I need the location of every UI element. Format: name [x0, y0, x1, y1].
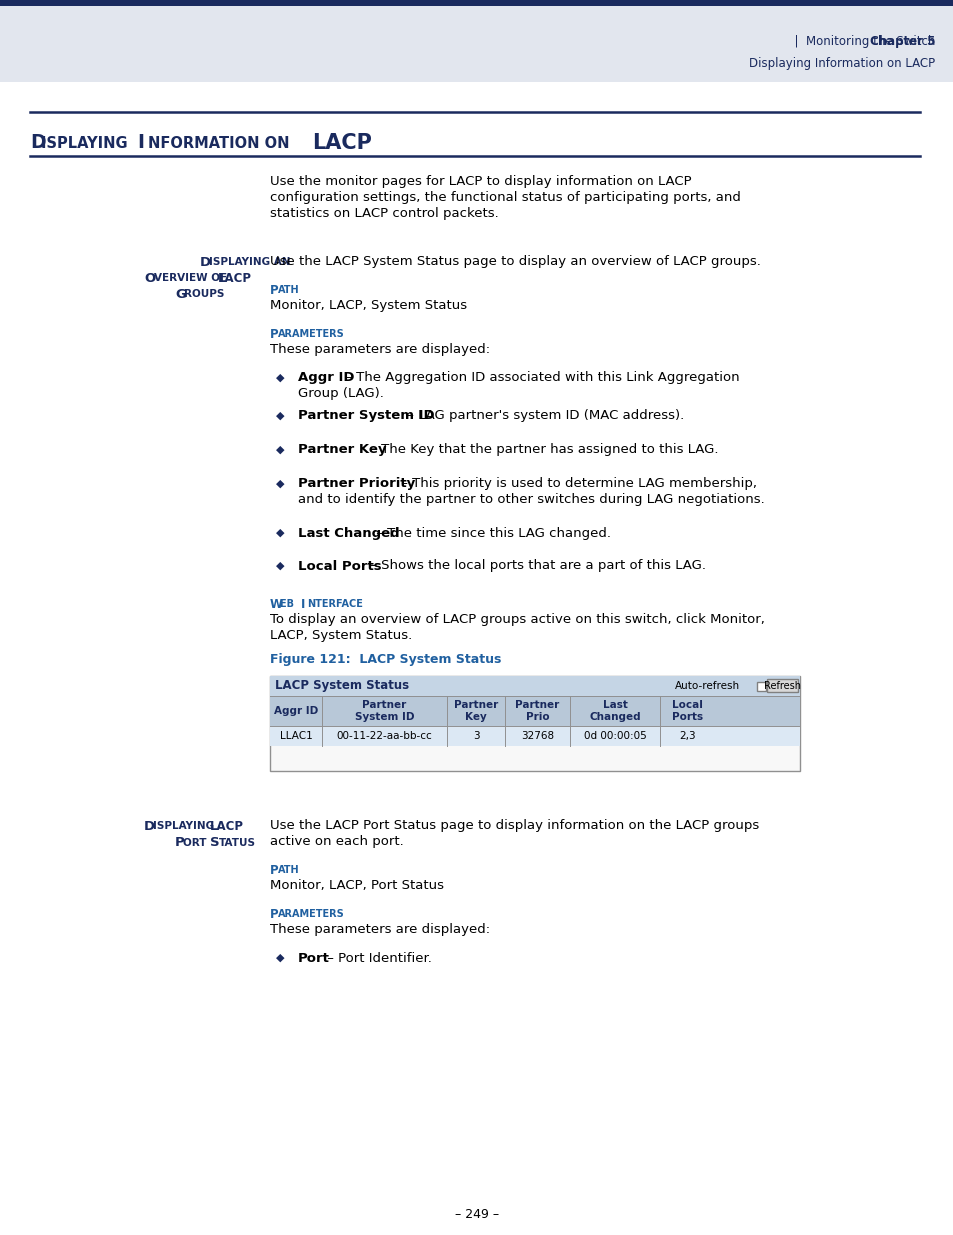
Text: Monitor, LACP, Port Status: Monitor, LACP, Port Status — [270, 879, 443, 893]
Bar — [270, 676, 800, 697]
Text: 0d 00:00:05: 0d 00:00:05 — [583, 731, 646, 741]
Text: ◆: ◆ — [275, 411, 284, 421]
FancyBboxPatch shape — [767, 679, 798, 693]
Text: – Shows the local ports that are a part of this LAG.: – Shows the local ports that are a part … — [366, 559, 705, 573]
Text: LACP System Status: LACP System Status — [274, 679, 409, 693]
Text: ISPLAYING AN: ISPLAYING AN — [209, 257, 291, 267]
Text: ROUPS: ROUPS — [184, 289, 224, 299]
Text: ◆: ◆ — [275, 561, 284, 571]
Text: ATH: ATH — [277, 285, 299, 295]
Text: – 249 –: – 249 – — [455, 1209, 498, 1221]
Text: ◆: ◆ — [275, 953, 284, 963]
Text: LLAC1: LLAC1 — [279, 731, 312, 741]
Text: TATUS: TATUS — [219, 839, 255, 848]
Text: |  Monitoring the Switch: | Monitoring the Switch — [726, 36, 934, 48]
Text: configuration settings, the functional status of participating ports, and: configuration settings, the functional s… — [270, 191, 740, 205]
Text: NFORMATION ON: NFORMATION ON — [148, 136, 294, 151]
Text: Aggr ID: Aggr ID — [297, 372, 355, 384]
Text: Partner
Key: Partner Key — [454, 700, 497, 721]
Text: 3: 3 — [472, 731, 478, 741]
Text: O: O — [144, 272, 155, 284]
Text: 32768: 32768 — [520, 731, 554, 741]
Text: – LAG partner's system ID (MAC address).: – LAG partner's system ID (MAC address). — [403, 410, 684, 422]
Text: Aggr ID: Aggr ID — [274, 706, 317, 716]
Bar — [270, 697, 800, 726]
Text: D: D — [30, 133, 46, 152]
Text: LACP: LACP — [210, 820, 244, 832]
Text: – The time since this LAG changed.: – The time since this LAG changed. — [372, 526, 611, 540]
Bar — [270, 726, 800, 746]
Text: ARAMETERS: ARAMETERS — [277, 329, 344, 338]
Text: LACP: LACP — [312, 133, 372, 153]
Text: Refresh: Refresh — [763, 680, 801, 692]
Text: LACP: LACP — [218, 272, 252, 284]
Text: – This priority is used to determine LAG membership,: – This priority is used to determine LAG… — [396, 478, 757, 490]
Text: – Port Identifier.: – Port Identifier. — [322, 951, 431, 965]
Text: Chapter 5: Chapter 5 — [869, 36, 934, 48]
Text: LACP, System Status.: LACP, System Status. — [270, 630, 412, 642]
Text: Last
Changed: Last Changed — [589, 700, 640, 721]
Text: I: I — [301, 598, 305, 610]
Bar — [0, 0, 953, 6]
Text: Figure 121:  LACP System Status: Figure 121: LACP System Status — [270, 653, 501, 667]
Text: active on each port.: active on each port. — [270, 836, 403, 848]
Text: To display an overview of LACP groups active on this switch, click Monitor,: To display an overview of LACP groups ac… — [270, 614, 764, 626]
Text: and to identify the partner to other switches during LAG negotiations.: and to identify the partner to other swi… — [297, 494, 764, 506]
Text: P: P — [174, 836, 185, 850]
Text: ARAMETERS: ARAMETERS — [277, 909, 344, 919]
Text: P: P — [270, 863, 278, 877]
Text: statistics on LACP control packets.: statistics on LACP control packets. — [270, 207, 498, 221]
Text: ORT: ORT — [183, 839, 210, 848]
Text: ISPLAYING: ISPLAYING — [152, 821, 217, 831]
Text: S: S — [210, 836, 219, 850]
Text: Auto-refresh: Auto-refresh — [675, 680, 740, 692]
Text: ATH: ATH — [277, 864, 299, 876]
Text: Displaying Information on LACP: Displaying Information on LACP — [748, 57, 934, 69]
Bar — [757, 682, 765, 692]
Text: G: G — [174, 288, 186, 300]
Text: Partner
Prio: Partner Prio — [515, 700, 559, 721]
Text: ISPLAYING: ISPLAYING — [41, 136, 132, 151]
Text: These parameters are displayed:: These parameters are displayed: — [270, 924, 490, 936]
Text: ◆: ◆ — [275, 445, 284, 454]
Text: Use the LACP System Status page to display an overview of LACP groups.: Use the LACP System Status page to displ… — [270, 256, 760, 268]
Text: P: P — [270, 284, 278, 296]
Text: 00-11-22-aa-bb-cc: 00-11-22-aa-bb-cc — [336, 731, 432, 741]
Text: Group (LAG).: Group (LAG). — [297, 388, 383, 400]
Text: Local
Ports: Local Ports — [671, 700, 702, 721]
Bar — [0, 6, 953, 82]
Text: – The Key that the partner has assigned to this LAG.: – The Key that the partner has assigned … — [366, 443, 718, 457]
Text: Use the monitor pages for LACP to display information on LACP: Use the monitor pages for LACP to displa… — [270, 175, 691, 189]
Text: Use the LACP Port Status page to display information on the LACP groups: Use the LACP Port Status page to display… — [270, 820, 759, 832]
Text: NTERFACE: NTERFACE — [307, 599, 362, 609]
Text: D: D — [144, 820, 155, 832]
Text: Partner Priority: Partner Priority — [297, 478, 415, 490]
Text: 2,3: 2,3 — [679, 731, 695, 741]
Text: Partner System ID: Partner System ID — [297, 410, 435, 422]
Text: ◆: ◆ — [275, 479, 284, 489]
Text: W: W — [270, 598, 283, 610]
Text: I: I — [137, 133, 144, 152]
Text: ◆: ◆ — [275, 373, 284, 383]
Text: These parameters are displayed:: These parameters are displayed: — [270, 343, 490, 357]
Text: P: P — [270, 908, 278, 920]
Text: Partner Key: Partner Key — [297, 443, 386, 457]
Text: Monitor, LACP, System Status: Monitor, LACP, System Status — [270, 300, 467, 312]
Text: – The Aggregation ID associated with this Link Aggregation: – The Aggregation ID associated with thi… — [341, 372, 740, 384]
Text: P: P — [270, 327, 278, 341]
Text: Partner
System ID: Partner System ID — [355, 700, 414, 721]
Text: D: D — [200, 256, 211, 268]
Text: ◆: ◆ — [275, 529, 284, 538]
Text: VERVIEW OF: VERVIEW OF — [153, 273, 231, 283]
Text: EB: EB — [280, 599, 297, 609]
Text: Port: Port — [297, 951, 330, 965]
Text: Local Ports: Local Ports — [297, 559, 381, 573]
Text: Last Changed: Last Changed — [297, 526, 399, 540]
Bar — [270, 676, 800, 771]
